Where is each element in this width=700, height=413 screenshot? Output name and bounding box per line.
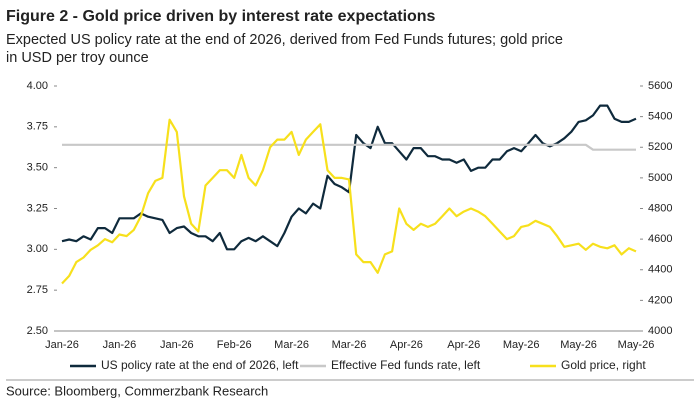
x-tick-label: Jan-26 bbox=[103, 339, 137, 351]
chart-title: Figure 2 - Gold price driven by interest… bbox=[6, 8, 436, 25]
x-tick-label: Feb-26 bbox=[217, 339, 252, 351]
source: Source: Bloomberg, Commerzbank Research bbox=[6, 383, 268, 398]
x-tick-label: Apr-26 bbox=[390, 339, 423, 351]
series-line bbox=[61, 104, 637, 251]
y2-tick-label: 4800 bbox=[648, 202, 672, 214]
y2-tick-label: 4400 bbox=[648, 264, 672, 276]
x-tick-label: Mar-26 bbox=[332, 339, 367, 351]
legend-label: Effective Fed funds rate, left bbox=[331, 358, 481, 372]
legend-label: US policy rate at the end of 2026, left bbox=[101, 358, 299, 372]
x-tick-label: May-26 bbox=[560, 339, 597, 351]
series-line bbox=[62, 143, 636, 151]
y-tick-label: 3.25 bbox=[27, 202, 48, 214]
y2-tick-label: 4000 bbox=[648, 325, 672, 337]
chart-subtitle: Expected US policy rate at the end of 20… bbox=[6, 32, 563, 48]
y-tick-label: 4.00 bbox=[27, 80, 48, 92]
y-tick-label: 3.00 bbox=[27, 243, 48, 255]
x-tick-label: Apr-26 bbox=[447, 339, 480, 351]
x-tick-label: May-26 bbox=[618, 339, 655, 351]
legend-label: Gold price, right bbox=[561, 358, 646, 372]
x-tick-label: Mar-26 bbox=[274, 339, 309, 351]
y-tick-label: 2.75 bbox=[27, 284, 48, 296]
y-tick-label: 3.50 bbox=[27, 162, 48, 174]
x-tick-label: Jan-26 bbox=[45, 339, 79, 351]
y2-tick-label: 5200 bbox=[648, 141, 672, 153]
y2-tick-label: 5600 bbox=[648, 80, 672, 92]
y2-tick-label: 4200 bbox=[648, 294, 672, 306]
series-line bbox=[61, 118, 637, 285]
y2-tick-label: 5400 bbox=[648, 111, 672, 123]
y2-tick-label: 4600 bbox=[648, 233, 672, 245]
chart-subtitle: in USD per troy ounce bbox=[6, 50, 149, 66]
x-tick-label: May-26 bbox=[503, 339, 540, 351]
y-tick-label: 2.50 bbox=[27, 325, 48, 337]
y-tick-label: 3.75 bbox=[27, 121, 48, 133]
x-tick-label: Jan-26 bbox=[160, 339, 194, 351]
y2-tick-label: 5000 bbox=[648, 172, 672, 184]
